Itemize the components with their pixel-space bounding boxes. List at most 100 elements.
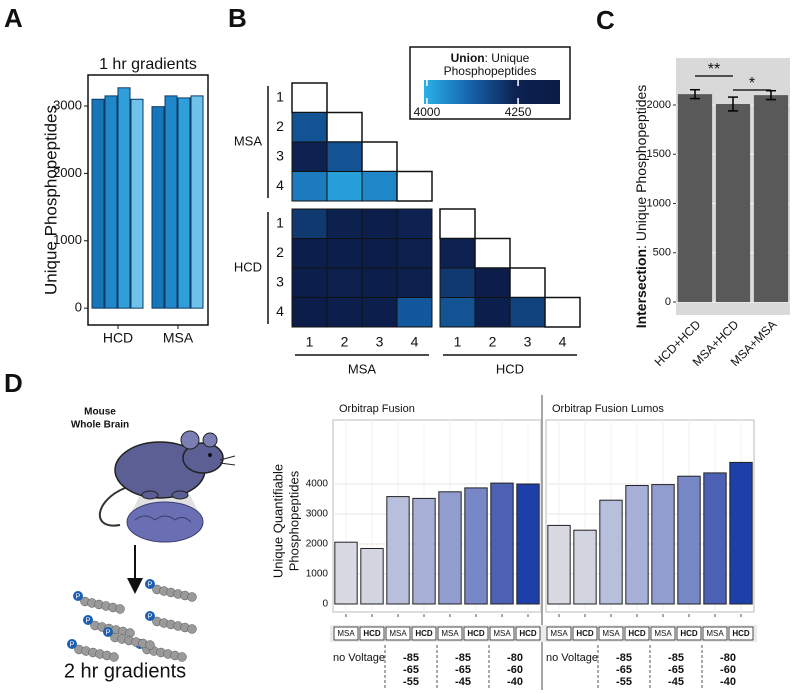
method-label: HCD xyxy=(467,629,485,638)
method-box xyxy=(359,626,385,641)
voltage-label: -85 xyxy=(616,652,632,664)
voltage-label: -85 xyxy=(455,652,471,664)
method-box xyxy=(385,626,411,641)
y-tick-label: 1000 xyxy=(53,232,82,247)
voltage-label: -80 xyxy=(507,652,523,664)
bar xyxy=(703,472,727,605)
heat-cell xyxy=(326,267,363,298)
bar xyxy=(91,98,105,309)
voltage-label: -60 xyxy=(720,664,736,676)
x-tick-label: MSA xyxy=(163,330,194,346)
voltage-label: -65 xyxy=(668,664,684,676)
phospho-label: P xyxy=(106,629,111,636)
heat-cell xyxy=(326,297,363,328)
heat-cell xyxy=(439,297,476,328)
y-tick-label: 0 xyxy=(322,599,328,610)
method-box xyxy=(650,626,676,641)
residue xyxy=(187,592,197,602)
legend-title: Phosphopeptides xyxy=(444,64,537,78)
phospho-site xyxy=(83,615,93,625)
col-label: 2 xyxy=(489,334,497,350)
bar xyxy=(117,87,131,309)
col-label: 4 xyxy=(559,334,567,350)
heat-cell xyxy=(291,297,328,328)
row-label: 1 xyxy=(276,88,284,104)
method-label: MSA xyxy=(389,629,407,638)
significance-label: ** xyxy=(708,61,720,78)
y-tick-label: 1000 xyxy=(647,197,671,209)
col-label: 3 xyxy=(524,334,532,350)
voltage-label: -55 xyxy=(616,676,632,688)
diagonal-cell xyxy=(544,296,581,328)
method-label: HCD xyxy=(680,629,698,638)
heat-cell xyxy=(396,208,433,239)
heat-cell xyxy=(326,141,363,172)
phospho-site xyxy=(145,579,155,589)
diagonal-cell xyxy=(439,208,476,240)
method-box xyxy=(333,626,359,641)
bar xyxy=(104,95,118,309)
voltage-label: -45 xyxy=(455,676,471,688)
bar xyxy=(130,98,144,309)
bar xyxy=(547,524,571,605)
voltage-label: -40 xyxy=(720,676,736,688)
facet-title: Orbitrap Fusion xyxy=(339,403,415,415)
heat-cell xyxy=(291,141,328,172)
plot-frame xyxy=(87,74,209,326)
method-box xyxy=(572,626,598,641)
heat-cell xyxy=(439,238,476,269)
col-label: 1 xyxy=(454,334,462,350)
voltage-label: -80 xyxy=(720,652,736,664)
bar xyxy=(177,97,191,309)
method-label: MSA xyxy=(441,629,459,638)
y-tick-label: 3000 xyxy=(53,97,82,112)
phospho-site xyxy=(73,591,83,601)
method-box xyxy=(728,626,754,641)
heat-cell xyxy=(439,267,476,298)
voltage-label: -60 xyxy=(507,664,523,676)
diagonal-cell xyxy=(361,141,398,173)
heat-cell xyxy=(326,208,363,239)
bar xyxy=(490,482,514,605)
colorbar xyxy=(424,80,560,104)
y-tick-label: 2000 xyxy=(306,539,329,550)
y-axis-label: Phosphopeptides xyxy=(286,470,301,571)
residue xyxy=(115,604,125,614)
facet-title: Orbitrap Fusion Lumos xyxy=(552,403,664,415)
label-part: : Unique Phosphopeptides xyxy=(633,85,649,249)
panel-label: D xyxy=(4,368,23,398)
y-tick-label: 1500 xyxy=(647,148,671,160)
heat-cell xyxy=(326,238,363,269)
voltage-label: -65 xyxy=(616,664,632,676)
y-axis-label: Intersection: Unique Phosphopeptides xyxy=(633,85,649,329)
y-tick-label: 2000 xyxy=(647,99,671,111)
y-tick-label: 0 xyxy=(665,296,671,308)
phospho-label: P xyxy=(76,593,81,600)
y-tick-label: 1000 xyxy=(306,569,329,580)
diagonal-cell xyxy=(291,82,328,114)
y-axis-label: Unique Phosphopeptides xyxy=(41,105,60,295)
bar xyxy=(516,483,540,605)
method-label: MSA xyxy=(550,629,568,638)
heat-cell xyxy=(326,171,363,202)
panel-label: A xyxy=(4,3,23,33)
bar xyxy=(753,95,789,302)
row-label: 3 xyxy=(276,147,284,163)
phospho-site xyxy=(103,627,113,637)
phospho-label: P xyxy=(70,641,75,648)
residue xyxy=(145,640,155,650)
voltage-label: -85 xyxy=(668,652,684,664)
col-label: 2 xyxy=(341,334,349,350)
method-label: MSA xyxy=(337,629,355,638)
method-label: MSA xyxy=(706,629,724,638)
method-box xyxy=(702,626,728,641)
diagonal-cell xyxy=(474,237,511,269)
heat-cell xyxy=(361,208,398,239)
heat-cell xyxy=(291,238,328,269)
method-label: MSA xyxy=(493,629,511,638)
method-box xyxy=(598,626,624,641)
bar xyxy=(677,94,713,302)
bar xyxy=(599,499,623,605)
chart-title: 1 hr gradients xyxy=(99,56,197,73)
method-label: MSA xyxy=(654,629,672,638)
